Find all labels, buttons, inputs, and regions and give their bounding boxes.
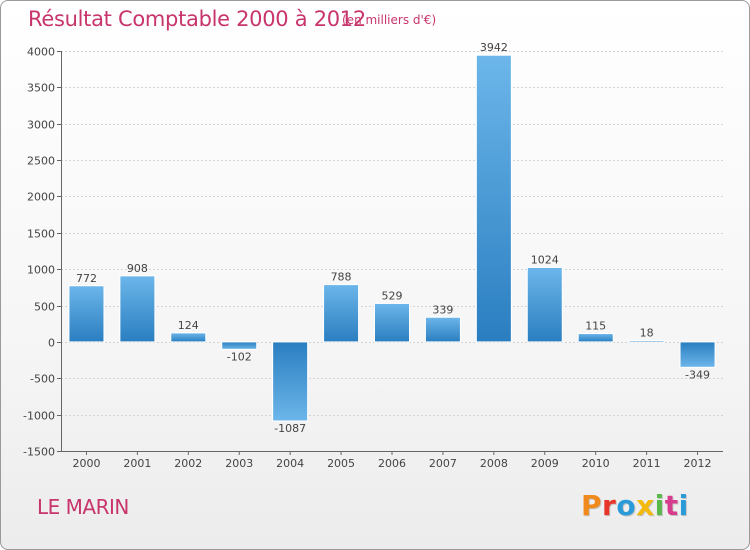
value-label: 788 <box>331 271 352 284</box>
x-tick-label: 2007 <box>429 457 457 470</box>
logo-letter: o <box>616 489 637 522</box>
logo-letter: r <box>602 489 617 522</box>
x-tick-label: 2012 <box>684 457 712 470</box>
bar <box>170 332 207 343</box>
bar <box>68 285 105 343</box>
bar <box>272 341 309 422</box>
x-tick-label: 2006 <box>378 457 406 470</box>
y-tick-label: -1000 <box>23 410 55 423</box>
x-tick-label: 2009 <box>531 457 559 470</box>
bar <box>475 54 512 343</box>
value-label: 772 <box>76 272 97 285</box>
bar <box>374 302 410 343</box>
bar <box>424 316 461 343</box>
logo-letter: t <box>664 489 679 522</box>
value-label: -349 <box>685 368 710 381</box>
y-tick-label: 3500 <box>27 82 55 95</box>
value-label: 339 <box>432 303 453 316</box>
y-tick-label: 1000 <box>27 264 55 277</box>
x-tick-label: 2010 <box>582 457 610 470</box>
proxiti-logo: Proxiti <box>581 489 689 522</box>
logo-letter: i <box>654 489 665 522</box>
bar <box>577 333 614 343</box>
commune-name: LE MARIN <box>37 495 129 519</box>
logo-letter: x <box>636 489 655 522</box>
x-tick-label: 2002 <box>174 457 202 470</box>
y-tick-label: 500 <box>34 301 55 314</box>
bar <box>526 266 563 343</box>
value-label: 115 <box>585 320 606 333</box>
y-tick-label: 0 <box>48 337 55 350</box>
y-tick-label: -1500 <box>23 446 55 459</box>
value-label: -102 <box>227 350 252 363</box>
x-tick-label: 2001 <box>123 457 151 470</box>
logo-letter: i <box>678 489 689 522</box>
x-tick-label: 2011 <box>633 457 661 470</box>
y-tick-label: 2000 <box>27 191 55 204</box>
value-label: 1024 <box>531 253 559 266</box>
value-label: 18 <box>640 327 654 340</box>
bar <box>628 340 665 343</box>
chart-subtitle: (en milliers d'€) <box>342 13 437 27</box>
bar <box>221 341 258 350</box>
bar <box>119 275 156 343</box>
y-tick-label: 3000 <box>27 119 55 132</box>
value-label: -1087 <box>274 422 306 435</box>
chart-title: Résultat Comptable 2000 à 2012 <box>28 7 366 31</box>
y-tick-label: -500 <box>30 373 55 386</box>
x-tick-label: 2004 <box>276 457 304 470</box>
value-label: 908 <box>127 262 148 275</box>
x-tick-label: 2000 <box>72 457 100 470</box>
bar <box>323 284 360 343</box>
value-label: 124 <box>178 319 199 332</box>
bar <box>679 341 716 368</box>
y-tick-label: 1500 <box>27 228 55 241</box>
value-label: 3942 <box>480 41 508 54</box>
value-label: 529 <box>382 289 403 302</box>
x-tick-label: 2005 <box>327 457 355 470</box>
y-tick-label: 4000 <box>27 46 55 59</box>
x-tick-label: 2008 <box>480 457 508 470</box>
y-tick-label: 2500 <box>27 155 55 168</box>
logo-letter: P <box>581 489 603 522</box>
x-tick-label: 2003 <box>225 457 253 470</box>
